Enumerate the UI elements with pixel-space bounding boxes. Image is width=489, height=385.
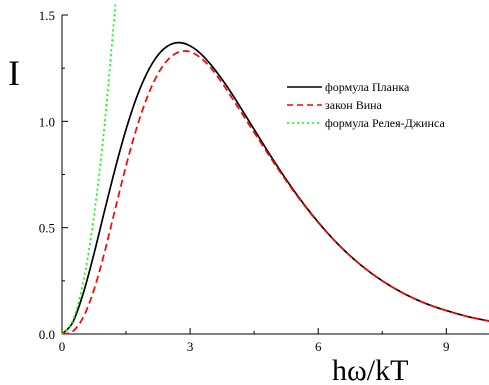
series-line-1 — [61, 50, 489, 335]
y-tick-label: 1.0 — [39, 114, 55, 129]
x-tick-label: 3 — [187, 339, 194, 354]
x-ticks: 0 3 6 9 — [59, 328, 450, 354]
y-tick-label: 0.5 — [39, 221, 55, 236]
plot-area: 0 3 6 9 0.0 0.5 1.0 1.5 — [39, 4, 489, 354]
x-axis-label: hω/kT — [332, 354, 408, 385]
legend-label-wien: закон Вина — [325, 98, 383, 112]
y-tick-label: 1.5 — [39, 8, 55, 23]
legend-label-rayleigh-jeans: формула Релея-Джинса — [325, 116, 445, 130]
y-axis-label: I — [8, 53, 20, 93]
y-tick-label: 0.0 — [39, 327, 55, 342]
series-line-2 — [61, 4, 117, 335]
y-ticks: 0.0 0.5 1.0 1.5 — [39, 8, 68, 342]
x-tick-label: 0 — [59, 339, 66, 354]
x-tick-label: 6 — [315, 339, 322, 354]
legend-label-planck: формула Планка — [325, 80, 410, 94]
series-line-0 — [61, 41, 489, 335]
legend: формула Планка закон Вина формула Релея-… — [287, 80, 445, 130]
series-layer — [61, 4, 489, 335]
x-tick-label: 9 — [443, 339, 450, 354]
